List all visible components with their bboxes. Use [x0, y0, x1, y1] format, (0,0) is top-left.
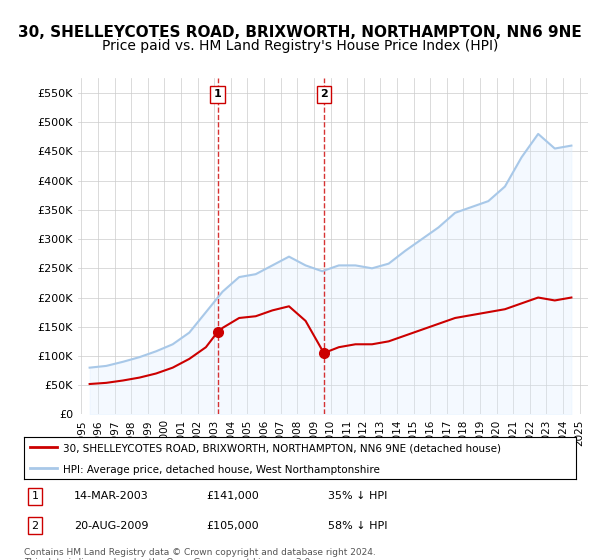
Text: 2: 2	[320, 89, 328, 99]
Text: £141,000: £141,000	[206, 491, 259, 501]
Text: 2: 2	[31, 521, 38, 531]
Text: Price paid vs. HM Land Registry's House Price Index (HPI): Price paid vs. HM Land Registry's House …	[102, 39, 498, 53]
Text: 14-MAR-2003: 14-MAR-2003	[74, 491, 148, 501]
Text: 1: 1	[32, 491, 38, 501]
Text: £105,000: £105,000	[206, 521, 259, 531]
Text: 30, SHELLEYCOTES ROAD, BRIXWORTH, NORTHAMPTON, NN6 9NE (detached house): 30, SHELLEYCOTES ROAD, BRIXWORTH, NORTHA…	[62, 444, 500, 454]
Text: 35% ↓ HPI: 35% ↓ HPI	[328, 491, 387, 501]
Text: 1: 1	[214, 89, 221, 99]
Text: 30, SHELLEYCOTES ROAD, BRIXWORTH, NORTHAMPTON, NN6 9NE: 30, SHELLEYCOTES ROAD, BRIXWORTH, NORTHA…	[18, 25, 582, 40]
Text: HPI: Average price, detached house, West Northamptonshire: HPI: Average price, detached house, West…	[62, 465, 380, 474]
Text: Contains HM Land Registry data © Crown copyright and database right 2024.
This d: Contains HM Land Registry data © Crown c…	[24, 548, 376, 560]
Text: 58% ↓ HPI: 58% ↓ HPI	[328, 521, 387, 531]
Text: 20-AUG-2009: 20-AUG-2009	[74, 521, 148, 531]
